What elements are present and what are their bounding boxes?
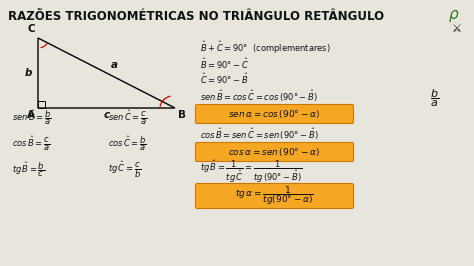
Text: $cos\,\hat{B} = \dfrac{c}{a}$: $cos\,\hat{B} = \dfrac{c}{a}$: [12, 135, 51, 153]
Text: $tg\,\hat{C} = \dfrac{c}{b}$: $tg\,\hat{C} = \dfrac{c}{b}$: [108, 160, 141, 180]
Text: $\hat{B} = 90° - \hat{C}$: $\hat{B} = 90° - \hat{C}$: [200, 57, 249, 71]
FancyBboxPatch shape: [195, 184, 354, 209]
Text: $cos\,\hat{C} = \dfrac{b}{a}$: $cos\,\hat{C} = \dfrac{b}{a}$: [108, 135, 147, 153]
Text: b: b: [24, 68, 32, 78]
Text: $tg\,\hat{B} = \dfrac{b}{c}$: $tg\,\hat{B} = \dfrac{b}{c}$: [12, 161, 46, 179]
Text: $\dfrac{b}{a}$: $\dfrac{b}{a}$: [430, 87, 439, 109]
Text: $\rho$: $\rho$: [448, 8, 460, 24]
Text: $sen\,\hat{B} = \dfrac{b}{a}$: $sen\,\hat{B} = \dfrac{b}{a}$: [12, 109, 52, 127]
FancyBboxPatch shape: [195, 143, 354, 161]
Text: $cos\,\alpha = sen\,(90° - \alpha)$: $cos\,\alpha = sen\,(90° - \alpha)$: [228, 146, 320, 158]
Text: B: B: [178, 110, 186, 120]
Text: c: c: [103, 110, 109, 120]
Text: $\hat{C} = 90° - \hat{B}$: $\hat{C} = 90° - \hat{B}$: [200, 72, 248, 86]
Text: $sen\,\hat{B} = cos\,\hat{C} = cos\,(90° - \hat{B})$: $sen\,\hat{B} = cos\,\hat{C} = cos\,(90°…: [200, 88, 318, 104]
Text: $cos\,\hat{B} = sen\,\hat{C} = sen\,(90° - \hat{B})$: $cos\,\hat{B} = sen\,\hat{C} = sen\,(90°…: [200, 126, 319, 142]
Text: a: a: [111, 60, 118, 70]
Text: C: C: [27, 24, 35, 34]
Text: $\hat{B} + \hat{C} = 90°$  (complementares): $\hat{B} + \hat{C} = 90°$ (complementare…: [200, 40, 331, 56]
Text: ⚔: ⚔: [452, 24, 462, 34]
FancyBboxPatch shape: [195, 105, 354, 123]
Text: $sen\,\hat{C} = \dfrac{c}{a}$: $sen\,\hat{C} = \dfrac{c}{a}$: [108, 109, 147, 127]
Text: $tg\,\hat{B} = \dfrac{1}{tg\,\hat{C}} = \dfrac{1}{tg\,(90° - \hat{B})}$: $tg\,\hat{B} = \dfrac{1}{tg\,\hat{C}} = …: [200, 159, 302, 185]
Text: A: A: [27, 110, 35, 120]
Text: RAZÕES TRIGONOMÉTRICAS NO TRIÂNGULO RETÂNGULO: RAZÕES TRIGONOMÉTRICAS NO TRIÂNGULO RETÂ…: [8, 10, 384, 23]
Text: $tg\,\alpha = \dfrac{1}{tg(90° - \alpha)}$: $tg\,\alpha = \dfrac{1}{tg(90° - \alpha)…: [235, 185, 314, 207]
Text: $sen\,\alpha = cos\,(90° - \alpha)$: $sen\,\alpha = cos\,(90° - \alpha)$: [228, 108, 320, 120]
